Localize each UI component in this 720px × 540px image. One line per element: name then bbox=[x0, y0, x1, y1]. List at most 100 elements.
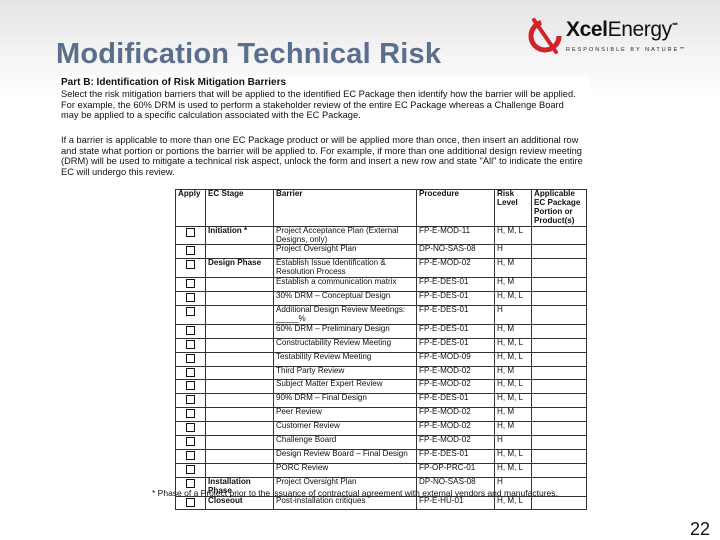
apply-cell bbox=[175, 244, 206, 260]
apply-cell bbox=[175, 304, 206, 325]
apply-checkbox[interactable] bbox=[186, 260, 195, 270]
apply-checkbox[interactable] bbox=[186, 367, 195, 377]
col-header-portion: Applicable EC Package Portion or Product… bbox=[531, 189, 587, 227]
portion-cell[interactable] bbox=[531, 435, 587, 450]
portion-cell[interactable] bbox=[531, 258, 587, 279]
xcel-energy-logo: XcelEnergy℠ RESPONSIBLE BY NATURE℠ bbox=[526, 14, 696, 58]
table-row: 60% DRM – Preliminary Design FP-E-DES-01… bbox=[175, 323, 587, 339]
apply-checkbox[interactable] bbox=[186, 478, 195, 488]
apply-checkbox[interactable] bbox=[186, 293, 195, 303]
apply-checkbox[interactable] bbox=[186, 450, 195, 460]
barrier-cell: Establish Issue Identification & Resolut… bbox=[273, 258, 417, 279]
procedure-cell: FP-E-HU-01 bbox=[416, 495, 495, 511]
apply-checkbox[interactable] bbox=[186, 246, 195, 256]
barrier-cell: Design Review Board – Final Design bbox=[273, 448, 417, 464]
apply-checkbox[interactable] bbox=[186, 423, 195, 433]
apply-cell bbox=[175, 225, 206, 246]
portion-cell[interactable] bbox=[531, 291, 587, 306]
barrier-cell: Third Party Review bbox=[273, 365, 417, 381]
apply-checkbox[interactable] bbox=[186, 497, 195, 507]
procedure-cell: DP-NO-SAS-08 bbox=[416, 244, 495, 260]
risk-cell: H, M bbox=[494, 323, 532, 339]
stage-cell bbox=[205, 435, 274, 450]
apply-cell bbox=[175, 495, 206, 511]
barrier-cell: Testability Review Meeting bbox=[273, 351, 417, 367]
procedure-cell: FP-E-MOD-02 bbox=[416, 407, 495, 423]
stage-cell bbox=[205, 462, 274, 478]
slide-title: Modification Technical Risk bbox=[56, 38, 442, 70]
apply-checkbox[interactable] bbox=[186, 409, 195, 419]
portion-cell[interactable] bbox=[531, 277, 587, 293]
apply-checkbox[interactable] bbox=[186, 306, 195, 316]
stage-cell: Installation Phase bbox=[205, 476, 274, 497]
apply-checkbox[interactable] bbox=[186, 227, 195, 237]
apply-checkbox[interactable] bbox=[186, 353, 195, 363]
barrier-cell: Constructability Review Meeting bbox=[273, 337, 417, 353]
procedure-cell: FP-E-DES-01 bbox=[416, 393, 495, 409]
apply-checkbox[interactable] bbox=[186, 339, 195, 349]
procedure-cell: FP-E-MOD-02 bbox=[416, 435, 495, 450]
barrier-cell: Establish a communication matrix bbox=[273, 277, 417, 293]
stage-cell bbox=[205, 365, 274, 381]
apply-checkbox[interactable] bbox=[186, 395, 195, 405]
barrier-cell: Challenge Board bbox=[273, 435, 417, 450]
risk-cell: H bbox=[494, 304, 532, 325]
procedure-cell: FP-E-DES-01 bbox=[416, 323, 495, 339]
col-header-barrier: Barrier bbox=[273, 189, 417, 227]
portion-cell[interactable] bbox=[531, 365, 587, 381]
procedure-cell: FP-E-MOD-02 bbox=[416, 421, 495, 437]
portion-cell[interactable] bbox=[531, 421, 587, 437]
risk-cell: H, M, L bbox=[494, 337, 532, 353]
table-row: Subject Matter Expert Review FP-E-MOD-02… bbox=[175, 379, 587, 395]
portion-cell[interactable] bbox=[531, 495, 587, 511]
portion-cell[interactable] bbox=[531, 379, 587, 395]
risk-cell: H, M, L bbox=[494, 495, 532, 511]
table-row: 30% DRM – Conceptual Design FP-E-DES-01 … bbox=[175, 291, 587, 306]
portion-cell[interactable] bbox=[531, 351, 587, 367]
apply-checkbox[interactable] bbox=[186, 464, 195, 474]
stage-cell bbox=[205, 379, 274, 395]
portion-cell[interactable] bbox=[531, 393, 587, 409]
procedure-cell: FP-OP-PRC-01 bbox=[416, 462, 495, 478]
form-document: Part B: Identification of Risk Mitigatio… bbox=[56, 76, 590, 511]
apply-cell bbox=[175, 379, 206, 395]
procedure-cell: FP-E-MOD-02 bbox=[416, 379, 495, 395]
stage-cell bbox=[205, 323, 274, 339]
apply-checkbox[interactable] bbox=[186, 279, 195, 289]
section-heading: Part B: Identification of Risk Mitigatio… bbox=[61, 77, 287, 88]
barrier-table: Apply EC Stage Barrier Procedure Risk Le… bbox=[175, 189, 587, 511]
table-header-row: Apply EC Stage Barrier Procedure Risk Le… bbox=[175, 189, 587, 227]
barrier-cell: 90% DRM – Final Design bbox=[273, 393, 417, 409]
apply-checkbox[interactable] bbox=[186, 381, 195, 391]
risk-cell: H bbox=[494, 435, 532, 450]
col-header-procedure: Procedure bbox=[416, 189, 495, 227]
table-row: Design Review Board – Final Design FP-E-… bbox=[175, 448, 587, 464]
portion-cell[interactable] bbox=[531, 337, 587, 353]
table-row: Installation Phase Project Oversight Pla… bbox=[175, 476, 587, 497]
stage-cell bbox=[205, 304, 274, 325]
table-row: Peer Review FP-E-MOD-02 H, M bbox=[175, 407, 587, 423]
apply-checkbox[interactable] bbox=[186, 437, 195, 447]
procedure-cell: FP-E-DES-01 bbox=[416, 337, 495, 353]
portion-cell[interactable] bbox=[531, 407, 587, 423]
portion-cell[interactable] bbox=[531, 225, 587, 246]
portion-cell[interactable] bbox=[531, 462, 587, 478]
risk-cell: H, M, L bbox=[494, 291, 532, 306]
risk-cell: H, M, L bbox=[494, 379, 532, 395]
barrier-cell: Customer Review bbox=[273, 421, 417, 437]
apply-cell bbox=[175, 277, 206, 293]
table-row: 90% DRM – Final Design FP-E-DES-01 H, M,… bbox=[175, 393, 587, 409]
apply-checkbox[interactable] bbox=[186, 325, 195, 335]
portion-cell[interactable] bbox=[531, 244, 587, 260]
stage-cell bbox=[205, 351, 274, 367]
barrier-cell: Subject Matter Expert Review bbox=[273, 379, 417, 395]
portion-cell[interactable] bbox=[531, 448, 587, 464]
col-header-risk: Risk Level bbox=[494, 189, 532, 227]
barrier-cell: Post-installation critiques bbox=[273, 495, 417, 511]
stage-cell bbox=[205, 421, 274, 437]
risk-cell: H, M, L bbox=[494, 448, 532, 464]
barrier-cell: Project Oversight Plan bbox=[273, 244, 417, 260]
portion-cell[interactable] bbox=[531, 304, 587, 325]
instruction-paragraph-2: If a barrier is applicable to more than … bbox=[61, 135, 583, 177]
portion-cell[interactable] bbox=[531, 323, 587, 339]
